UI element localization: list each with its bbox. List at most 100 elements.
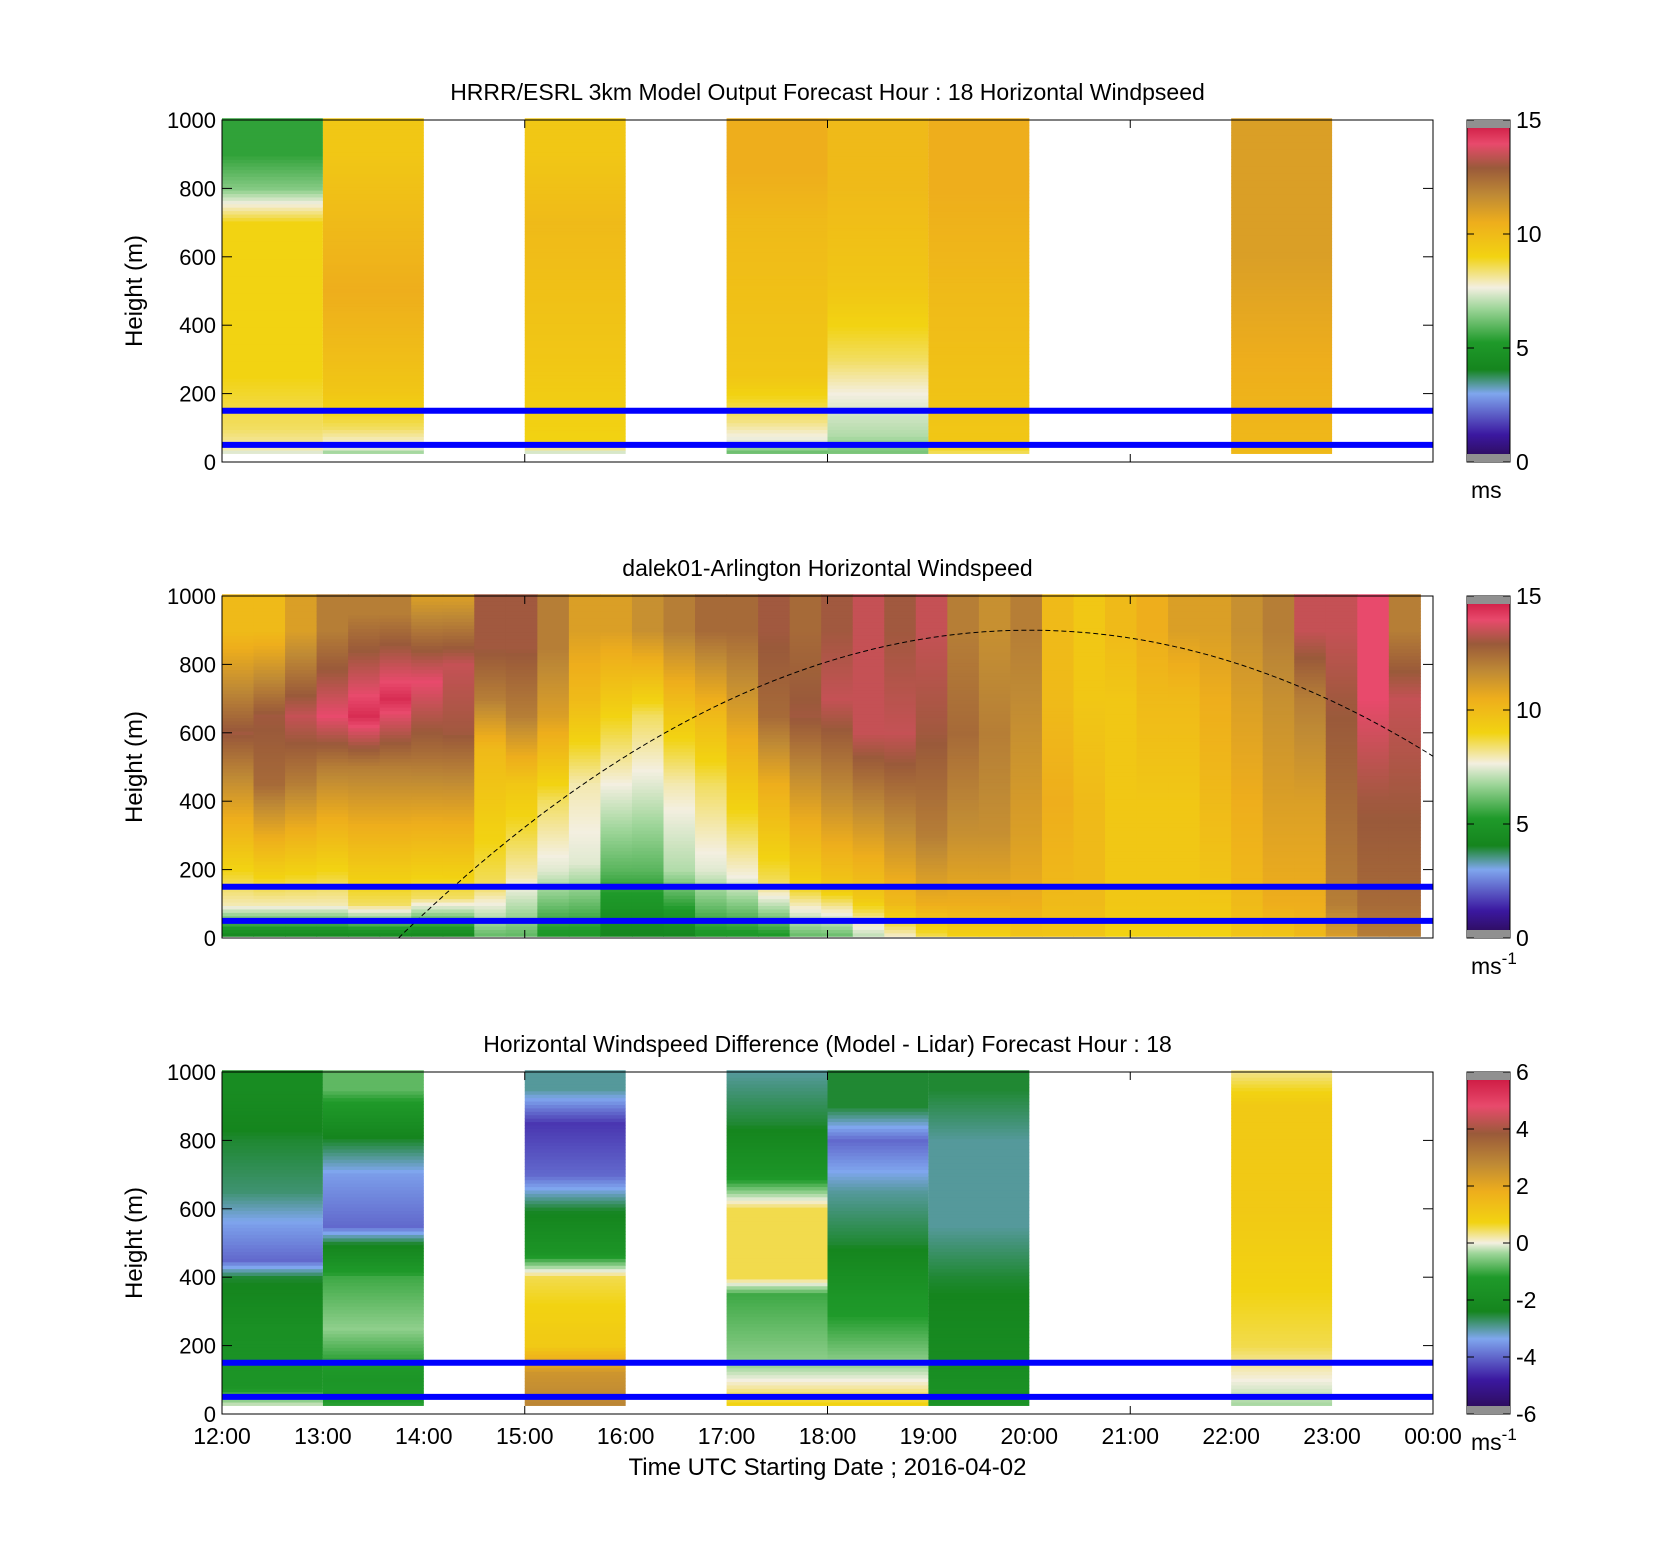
heatmap-column — [928, 1070, 1030, 1406]
x-tick-label: 19:00 — [900, 1423, 958, 1449]
panel-3: 0 200 400 600 800 1000 Horizontal Windspeed Di… — [121, 1031, 1537, 1481]
heatmap-column — [726, 1070, 828, 1406]
x-tick-label: 16:00 — [597, 1423, 655, 1449]
heatmap-column — [379, 594, 412, 937]
heatmap-column — [1388, 594, 1421, 937]
colorbar: -6 -4 -2 0 2 4 6 ms-1 — [1466, 1059, 1537, 1455]
colorbar-tick-label: -4 — [1516, 1344, 1537, 1370]
colorbar-tick-label: 15 — [1516, 583, 1542, 609]
heatmap-column — [631, 594, 665, 937]
y-tick-label: 800 — [179, 1128, 216, 1153]
heatmap-column — [322, 1070, 424, 1406]
heatmap-column — [222, 1070, 323, 1406]
solar-elevation-curve — [398, 629, 1434, 939]
heatmap-column — [928, 118, 1030, 454]
x-tick-label: 00:00 — [1404, 1423, 1462, 1449]
colorbar-tick-label: 2 — [1516, 1173, 1529, 1199]
x-tick-label: 12:00 — [193, 1423, 251, 1449]
heatmap-column — [978, 594, 1011, 937]
y-tick-label: 600 — [179, 721, 216, 746]
y-axis-label: Height (m) — [121, 1187, 148, 1299]
heatmap-column — [285, 594, 318, 937]
colorbar: 0 5 10 15 ms — [1466, 107, 1542, 503]
heatmap-column — [726, 118, 828, 454]
x-tick-label: 14:00 — [395, 1423, 453, 1449]
y-tick-label: 0 — [204, 926, 216, 951]
heatmap-column — [915, 594, 948, 937]
panel-1: 0 200 400 600 800 1000 HRRR/ESRL 3km Model Out… — [121, 79, 1542, 503]
colorbar-unit: ms — [1471, 477, 1502, 503]
heatmap-column — [695, 594, 728, 937]
x-tick-label: 18:00 — [799, 1423, 857, 1449]
heatmap-column — [1357, 594, 1390, 937]
y-tick-label: 1000 — [167, 108, 216, 133]
heatmap-column — [505, 594, 538, 937]
heatmap-column — [821, 594, 854, 937]
y-tick-label: 800 — [179, 652, 216, 677]
y-tick-label: 200 — [179, 858, 216, 883]
x-tick-label: 23:00 — [1303, 1423, 1361, 1449]
x-tick-label: 17:00 — [698, 1423, 756, 1449]
y-axis-label: Height (m) — [121, 711, 148, 823]
heatmap-column — [524, 118, 626, 454]
heatmap-column — [1105, 594, 1138, 937]
x-axis-label: Time UTC Starting Date ; 2016-04-02 — [629, 1454, 1027, 1481]
colorbar-tick-label: 4 — [1516, 1116, 1529, 1142]
heatmap-column — [1294, 594, 1327, 937]
colorbar-tick-label: 5 — [1516, 811, 1529, 837]
colorbar-tick-label: 0 — [1516, 925, 1529, 951]
heatmap-column — [568, 594, 601, 937]
colorbar-tick-label: 15 — [1516, 107, 1542, 133]
colorbar-unit: ms-1 — [1471, 1425, 1517, 1455]
colorbar-tick-label: -6 — [1516, 1401, 1536, 1427]
heatmap-column — [442, 594, 475, 937]
colorbar-tick-label: 0 — [1516, 1230, 1529, 1256]
heatmap-column — [827, 118, 929, 454]
heatmap-column — [222, 118, 323, 454]
heatmap-column — [316, 594, 349, 937]
y-tick-label: 1000 — [167, 584, 216, 609]
heatmap-column — [1231, 594, 1264, 937]
y-tick-label: 1000 — [167, 1060, 216, 1085]
heatmap-column — [524, 1070, 626, 1406]
panel-title: HRRR/ESRL 3km Model Output Forecast Hour… — [450, 79, 1205, 105]
y-tick-label: 200 — [179, 382, 216, 407]
y-tick-label: 400 — [179, 313, 216, 338]
colorbar-tick-label: -2 — [1516, 1287, 1536, 1313]
colorbar-tick-label: 5 — [1516, 335, 1529, 361]
heatmap-column — [827, 1070, 929, 1406]
y-tick-label: 0 — [204, 450, 216, 475]
y-tick-label: 400 — [179, 789, 216, 814]
colorbar-tick-label: 10 — [1516, 697, 1542, 723]
y-tick-label: 200 — [179, 1334, 216, 1359]
x-tick-label: 21:00 — [1101, 1423, 1159, 1449]
y-tick-label: 0 — [204, 1402, 216, 1427]
x-tick-label: 13:00 — [294, 1423, 352, 1449]
heatmap-column — [1199, 594, 1232, 937]
colorbar: 0 5 10 15 ms-1 — [1466, 583, 1542, 979]
heatmap-column — [884, 594, 917, 937]
heatmap-column — [1136, 594, 1169, 937]
heatmap-column — [348, 594, 381, 937]
colorbar-tick-label: 10 — [1516, 221, 1542, 247]
y-tick-label: 400 — [179, 1265, 216, 1290]
heatmap-column — [852, 594, 885, 937]
heatmap-column — [222, 594, 255, 937]
panel-title: Horizontal Windspeed Difference (Model -… — [483, 1031, 1172, 1057]
panel-2: 0 200 400 600 800 1000 dalek01-Arlington Horiz… — [121, 555, 1542, 979]
x-tick-label: 20:00 — [1001, 1423, 1059, 1449]
x-tick-label: 15:00 — [496, 1423, 554, 1449]
heatmap-column — [1325, 594, 1358, 937]
y-tick-label: 600 — [179, 245, 216, 270]
heatmap-column — [1041, 594, 1074, 937]
x-tick-label: 22:00 — [1202, 1423, 1260, 1449]
heatmap-column — [663, 594, 696, 937]
heatmap-column — [1231, 1070, 1333, 1406]
colorbar-tick-label: 0 — [1516, 449, 1529, 475]
panel-title: dalek01-Arlington Horizontal Windspeed — [622, 555, 1032, 581]
heatmap-column — [322, 118, 424, 454]
y-tick-label: 600 — [179, 1197, 216, 1222]
colorbar-tick-label: 6 — [1516, 1059, 1529, 1085]
heatmap-column — [474, 594, 507, 937]
